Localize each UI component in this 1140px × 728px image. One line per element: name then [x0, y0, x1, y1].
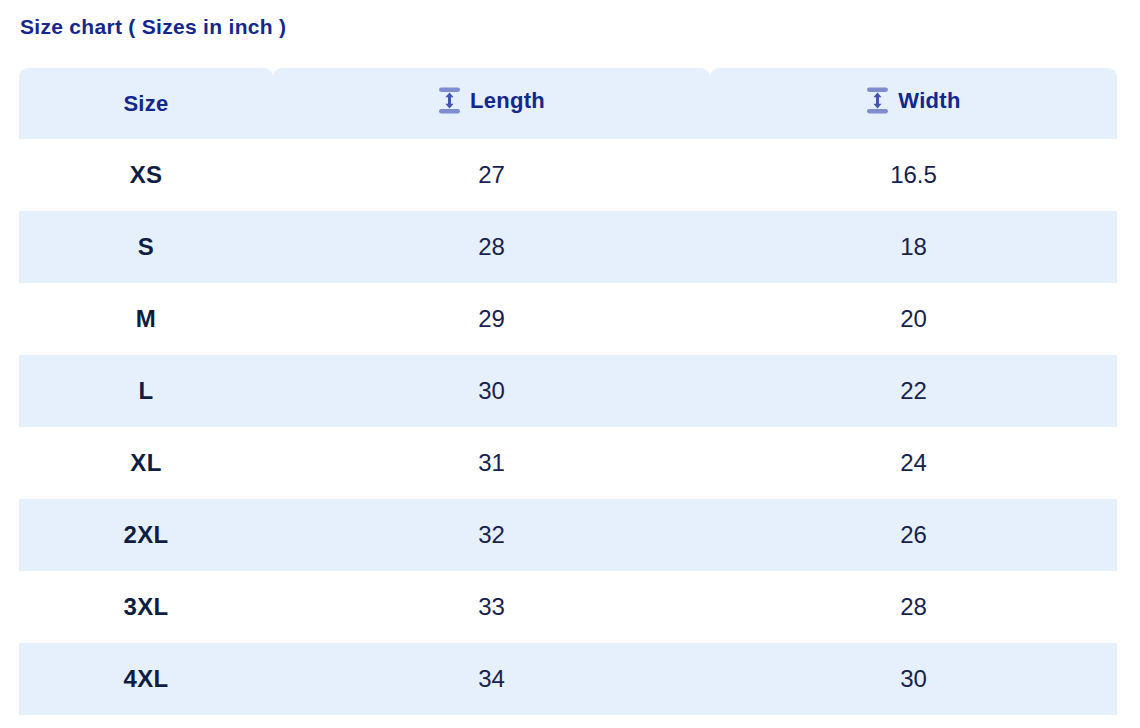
length-cell: 31	[273, 427, 710, 499]
length-cell: 29	[273, 283, 710, 355]
size-cell: XL	[19, 427, 273, 499]
table-row: L 30 22	[19, 355, 1117, 427]
length-cell: 30	[273, 355, 710, 427]
size-cell: L	[19, 355, 273, 427]
size-cell: 3XL	[19, 571, 273, 643]
width-cell: 24	[710, 427, 1117, 499]
length-cell: 27	[273, 139, 710, 211]
width-cell: 16.5	[710, 139, 1117, 211]
size-chart-table: Size Length	[19, 68, 1117, 715]
table-row: 2XL 32 26	[19, 499, 1117, 571]
column-header-width-label: Width	[898, 88, 960, 114]
column-header-width: Width	[710, 68, 1117, 139]
page-title: Size chart ( Sizes in inch )	[20, 14, 1140, 40]
size-cell: M	[19, 283, 273, 355]
header-row: Size Length	[19, 68, 1117, 139]
size-cell: 4XL	[19, 643, 273, 715]
width-measure-icon	[866, 87, 889, 114]
length-cell: 34	[273, 643, 710, 715]
width-cell: 30	[710, 643, 1117, 715]
table-row: XL 31 24	[19, 427, 1117, 499]
size-cell: XS	[19, 139, 273, 211]
table-body: XS 27 16.5 S 28 18 M 29 20 L 30 22 XL 31…	[19, 139, 1117, 715]
width-cell: 22	[710, 355, 1117, 427]
column-header-length-label: Length	[470, 88, 545, 114]
width-cell: 28	[710, 571, 1117, 643]
table-row: 4XL 34 30	[19, 643, 1117, 715]
table-row: XS 27 16.5	[19, 139, 1117, 211]
length-cell: 28	[273, 211, 710, 283]
size-cell: 2XL	[19, 499, 273, 571]
column-header-size: Size	[19, 68, 273, 139]
width-cell: 20	[710, 283, 1117, 355]
width-cell: 18	[710, 211, 1117, 283]
column-header-length: Length	[273, 68, 710, 139]
table-header: Size Length	[19, 68, 1117, 139]
length-cell: 32	[273, 499, 710, 571]
table-row: S 28 18	[19, 211, 1117, 283]
column-header-size-label: Size	[123, 91, 168, 117]
width-cell: 26	[710, 499, 1117, 571]
length-measure-icon	[438, 87, 461, 114]
table-row: M 29 20	[19, 283, 1117, 355]
length-cell: 33	[273, 571, 710, 643]
size-cell: S	[19, 211, 273, 283]
table-row: 3XL 33 28	[19, 571, 1117, 643]
